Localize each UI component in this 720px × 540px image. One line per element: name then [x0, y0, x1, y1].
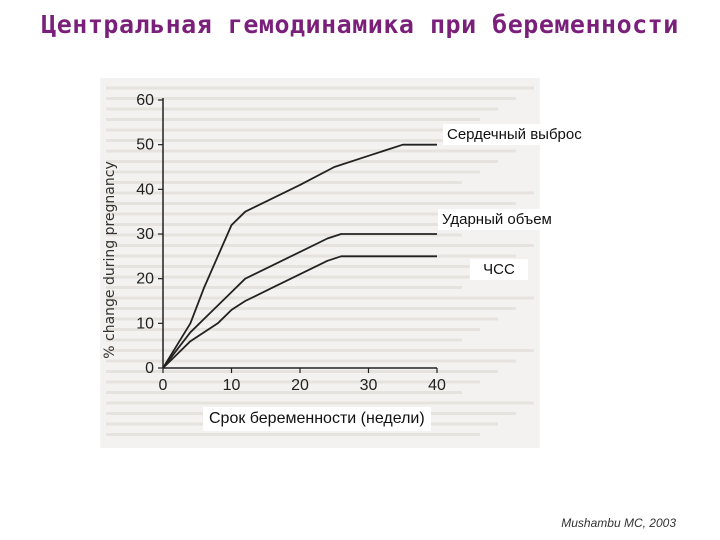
- y-tick-label: 40: [136, 181, 154, 198]
- series-line-heart-rate: [162, 255, 437, 369]
- x-tick-label: 30: [360, 377, 378, 394]
- series-line-stroke-volume: [162, 233, 437, 369]
- y-tick-label: 10: [136, 315, 154, 332]
- series-label-heart-rate: ЧСС: [470, 259, 528, 280]
- source-citation: Mushambu MC, 2003: [561, 516, 676, 530]
- y-axis-label: % change during pregnancy: [102, 161, 118, 359]
- x-tick-label: 0: [159, 377, 168, 394]
- x-tick-label: 10: [223, 377, 241, 394]
- y-tick-label: 0: [145, 360, 154, 377]
- y-tick-label: 30: [136, 226, 154, 243]
- series-line-cardiac-output: [162, 143, 437, 369]
- series-label-cardiac-output: Сердечный выброс: [443, 124, 586, 145]
- y-tick-label: 50: [136, 137, 154, 154]
- y-tick-label: 20: [136, 271, 154, 288]
- series-label-stroke-volume: Ударный объем: [438, 209, 556, 230]
- slide-title: Центральная гемодинамика при беременност…: [41, 10, 679, 39]
- y-tick-label: 60: [136, 92, 154, 109]
- x-tick-label: 20: [291, 377, 309, 394]
- x-tick-label: 40: [428, 377, 446, 394]
- x-axis-label: Срок беременности (недели): [203, 407, 431, 431]
